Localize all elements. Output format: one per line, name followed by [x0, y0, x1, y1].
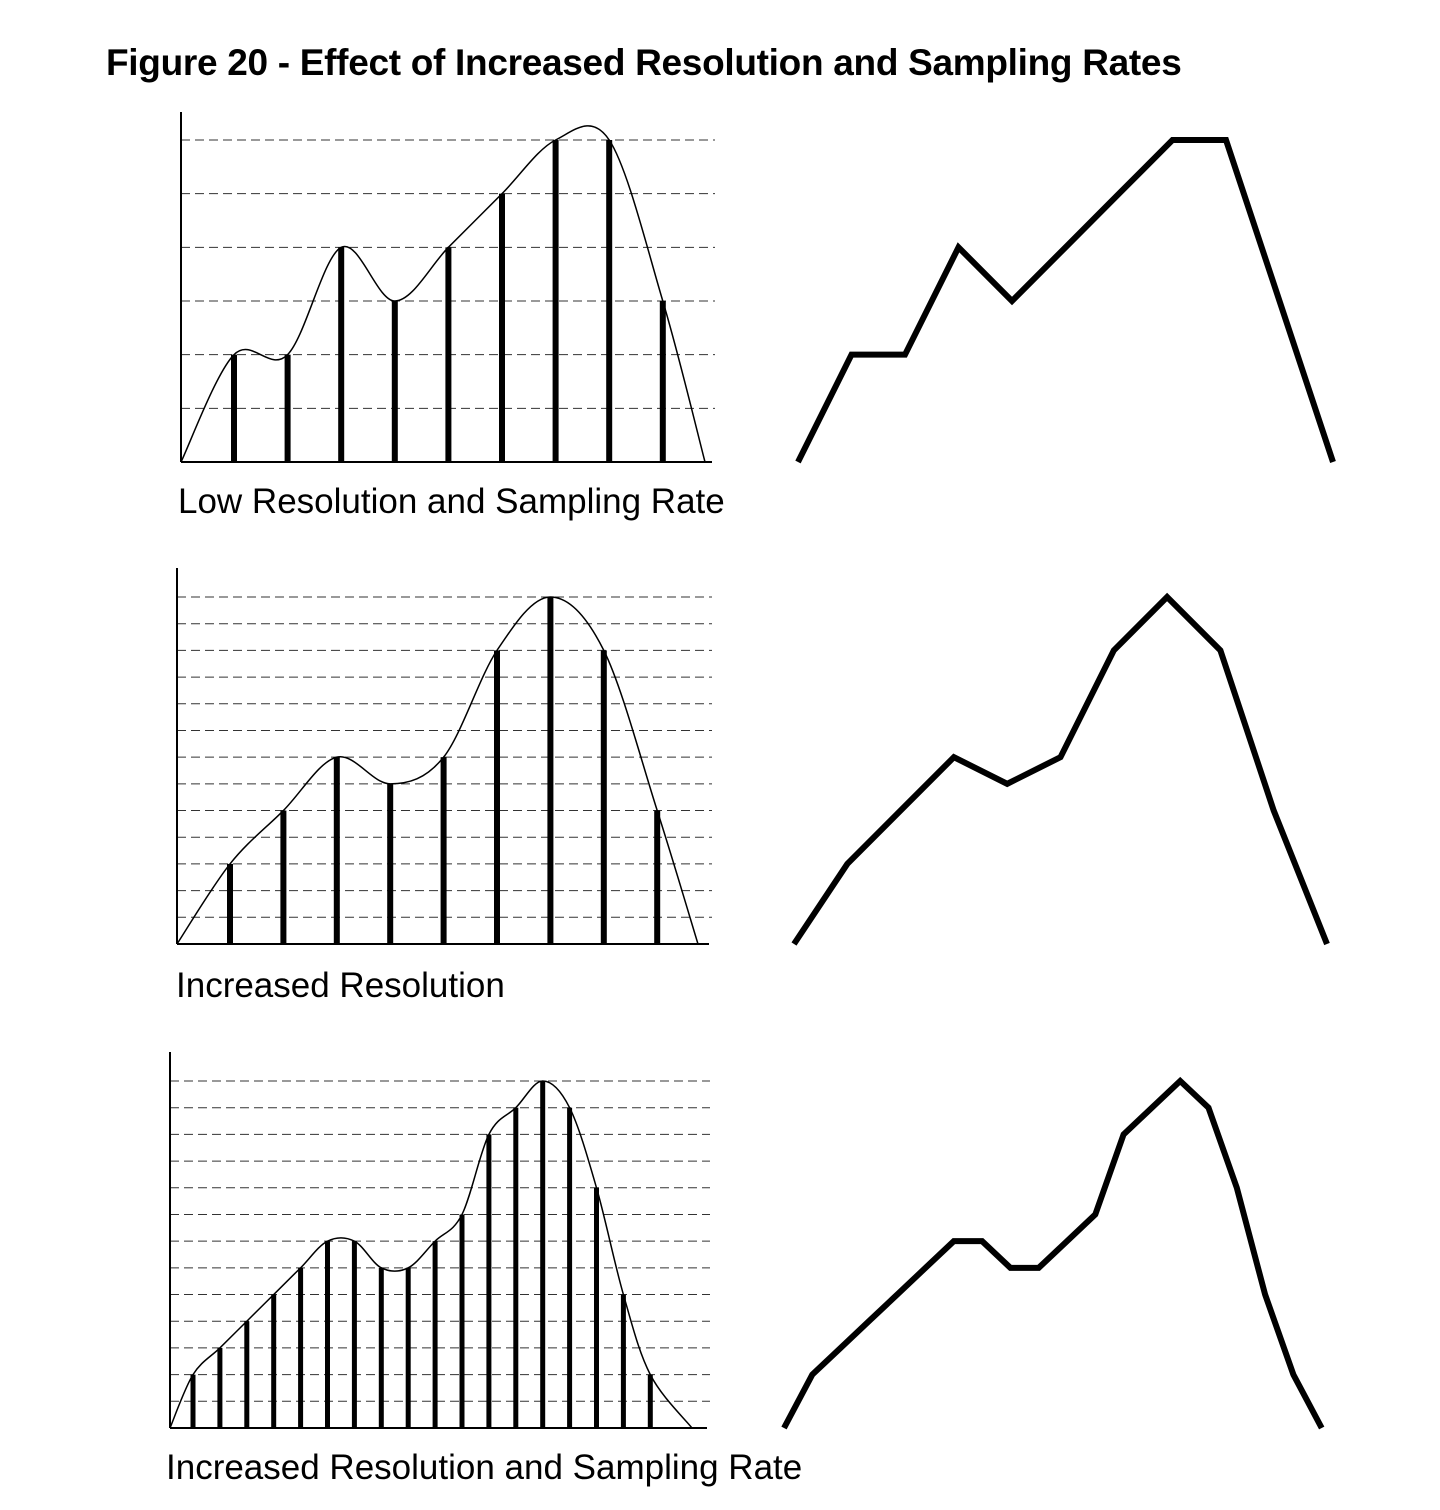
sample-bar — [280, 810, 287, 944]
reconstructed-signal-line — [781, 1076, 1325, 1430]
sample-bar — [567, 1107, 573, 1428]
increased-resolution-sampling-panel — [169, 1052, 1325, 1430]
sample-bar — [391, 301, 398, 462]
low-resolution-caption: Low Resolution and Sampling Rate — [178, 482, 725, 521]
sample-bar — [227, 863, 233, 944]
sample-bar — [486, 1134, 492, 1428]
sample-bar — [459, 1214, 465, 1428]
sample-bar — [594, 1187, 599, 1428]
sample-bar — [432, 1241, 438, 1428]
increased-resolution-panel — [176, 568, 1330, 946]
sample-bar — [540, 1081, 546, 1428]
increased-resolution-caption: Increased Resolution — [176, 966, 505, 1005]
sample-bar — [284, 354, 291, 462]
sample-bar — [620, 1294, 626, 1428]
sample-bar — [333, 757, 340, 944]
sample-bar — [494, 650, 500, 944]
analog-signal-curve — [176, 596, 699, 945]
sample-bar — [600, 650, 607, 944]
sample-bar — [190, 1374, 196, 1428]
reconstructed-signal-line — [791, 592, 1330, 946]
sample-bar — [499, 193, 505, 462]
analog-signal-curve — [169, 1080, 693, 1429]
sample-bar — [244, 1321, 250, 1428]
sample-bar — [445, 247, 452, 462]
sample-bar — [440, 757, 447, 944]
sample-bar — [654, 810, 661, 944]
sample-bar — [659, 301, 666, 462]
sample-bar — [387, 783, 394, 944]
sample-bar — [217, 1347, 223, 1428]
sample-bar — [552, 140, 559, 462]
sample-bar — [606, 140, 613, 462]
sample-bar — [338, 247, 345, 462]
low-resolution-panel — [180, 112, 1336, 464]
sample-bar — [647, 1374, 653, 1428]
sample-bar — [325, 1241, 330, 1428]
sample-bar — [378, 1267, 384, 1428]
increased-resolution-sampling-caption: Increased Resolution and Sampling Rate — [166, 1448, 803, 1487]
analog-signal-curve — [180, 125, 706, 463]
sample-bar — [513, 1107, 519, 1428]
sample-bar — [405, 1267, 411, 1428]
reconstructed-signal-line — [795, 137, 1336, 464]
figure-title: Figure 20 - Effect of Increased Resoluti… — [106, 42, 1182, 83]
sample-bar — [298, 1267, 304, 1428]
sample-bar — [547, 597, 554, 944]
sample-bar — [231, 354, 237, 462]
sample-bar — [351, 1241, 357, 1428]
sample-bar — [271, 1294, 277, 1428]
